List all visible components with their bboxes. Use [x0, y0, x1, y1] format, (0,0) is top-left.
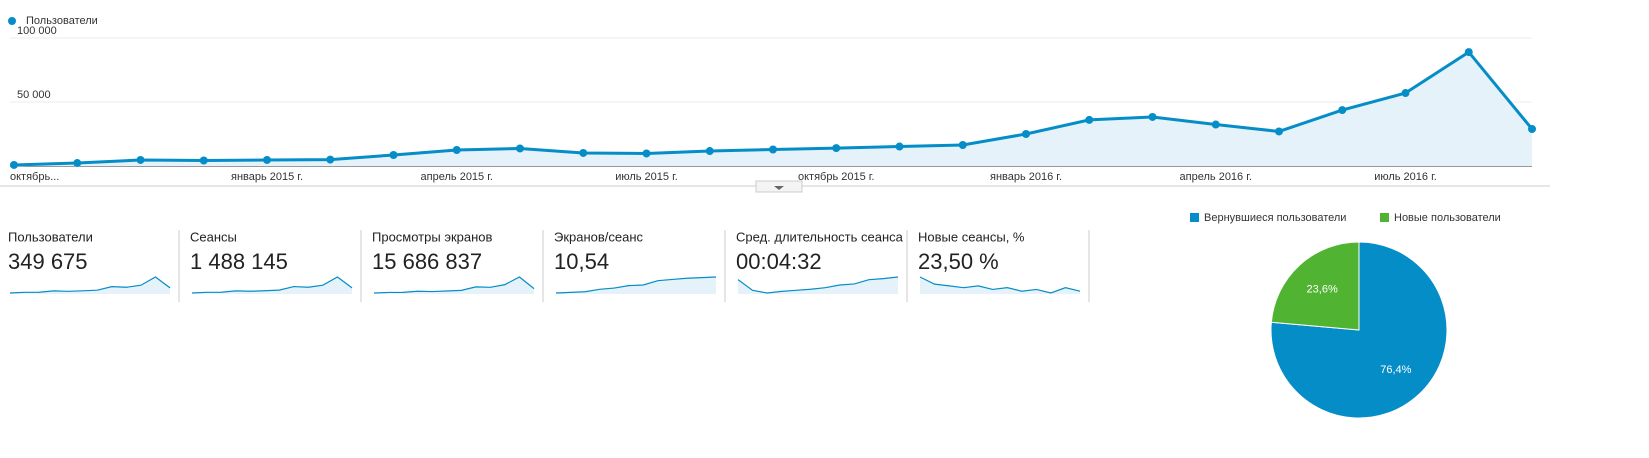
sparkline — [737, 276, 899, 294]
sparkline — [919, 276, 1081, 294]
point — [1528, 125, 1536, 134]
sparkline-area — [920, 277, 1080, 294]
point — [1464, 48, 1473, 57]
point — [769, 145, 777, 154]
point — [326, 155, 335, 164]
point — [1401, 89, 1410, 98]
point — [73, 159, 82, 168]
metric-value: 349 675 — [8, 249, 88, 274]
metric-label: Экранов/сеанс — [554, 229, 644, 244]
x-tick-label: июль 2016 г. — [1374, 171, 1437, 183]
point — [389, 150, 398, 159]
sparkline — [9, 276, 171, 294]
slice-label: 76,4% — [1380, 364, 1411, 376]
pie-slice — [1270, 241, 1360, 331]
legend-label: Вернувшиеся пользователи — [1204, 212, 1346, 224]
point — [1085, 115, 1094, 124]
x-tick-label: октябрь... — [10, 171, 59, 183]
point — [452, 146, 461, 154]
x-tick-label: апрель 2016 г. — [1180, 171, 1252, 183]
area — [14, 52, 1532, 166]
slice-label: 23,6% — [1307, 284, 1338, 296]
sparkline — [373, 276, 535, 294]
point — [895, 142, 904, 151]
point — [10, 160, 18, 169]
point — [642, 149, 651, 158]
metric-value: 00:04:32 — [736, 249, 822, 274]
point — [1275, 127, 1283, 136]
metric-value: 15 686 837 — [372, 249, 482, 274]
sparkline — [191, 276, 353, 294]
x-tick-label: октябрь 2015 г. — [798, 171, 875, 183]
legend-marker — [1190, 213, 1199, 222]
x-tick-label: январь 2016 г. — [990, 171, 1062, 183]
sparkline-area — [374, 277, 534, 294]
point — [1022, 130, 1030, 138]
point — [136, 155, 145, 164]
metric-value: 10,54 — [554, 249, 609, 274]
point — [832, 144, 841, 153]
x-tick-label: июль 2015 г. — [615, 171, 678, 183]
point — [516, 144, 524, 153]
point — [705, 147, 714, 156]
point — [1148, 112, 1157, 121]
legend-label: Новые пользователи — [1394, 212, 1501, 224]
point — [1338, 106, 1347, 115]
point — [199, 156, 208, 165]
metric-label: Пользователи — [8, 229, 93, 244]
legend-marker — [1380, 213, 1389, 222]
x-tick-label: апрель 2015 г. — [421, 171, 493, 183]
legend-marker — [8, 17, 16, 25]
y-tick-label: 100 000 — [17, 25, 57, 37]
legend-label: Пользователи — [26, 15, 98, 27]
y-tick-label: 50 000 — [17, 89, 51, 101]
point — [958, 141, 967, 150]
metric-label: Новые сеансы, % — [918, 229, 1025, 244]
collapse-arrow — [774, 186, 784, 190]
point — [579, 148, 588, 157]
sparkline-area — [192, 277, 352, 294]
metric-value: 23,50 % — [918, 249, 999, 274]
sparkline-area — [10, 277, 170, 294]
metric-label: Просмотры экранов — [372, 229, 493, 244]
sparkline-area — [738, 277, 898, 294]
point — [263, 155, 271, 164]
metric-label: Сеансы — [190, 229, 237, 244]
point — [1211, 120, 1220, 129]
metric-label: Сред. длительность сеанса — [736, 229, 904, 244]
x-tick-label: январь 2015 г. — [231, 171, 303, 183]
metric-value: 1 488 145 — [190, 249, 288, 274]
sparkline — [555, 276, 717, 294]
